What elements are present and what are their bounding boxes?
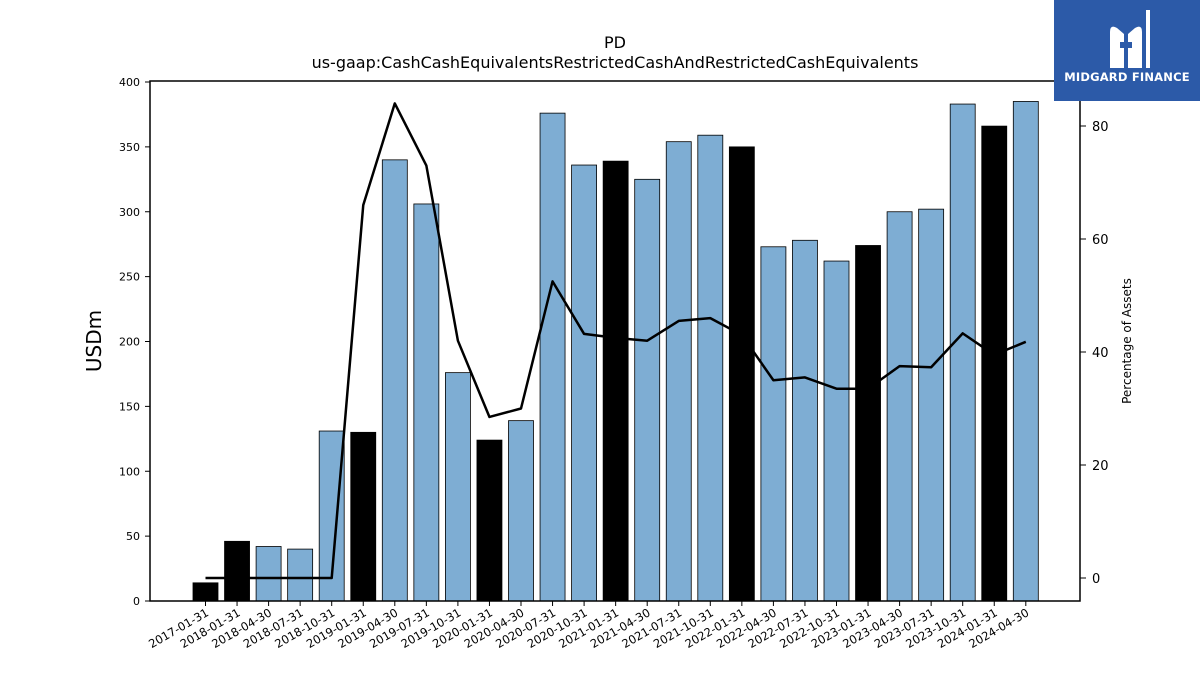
brand-name: MIDGARD FINANCE [1064, 70, 1190, 84]
bar [949, 103, 976, 602]
bar [602, 160, 629, 602]
bar [760, 246, 787, 602]
bar [192, 582, 219, 602]
bar [728, 146, 755, 602]
y-tick-label: 150 [119, 400, 140, 413]
bar [918, 208, 945, 602]
bar [539, 112, 566, 602]
bar [381, 159, 408, 602]
y-tick-label: 50 [126, 530, 140, 543]
y-tick-label: 100 [119, 465, 140, 478]
bar [981, 125, 1008, 602]
bar [855, 245, 881, 602]
bar [823, 260, 850, 602]
chart-subtitle: us-gaap:CashCashEquivalentsRestrictedCas… [311, 53, 919, 72]
bar [350, 431, 377, 602]
y-tick-label: 300 [119, 206, 140, 219]
percentage-of-assets-line [205, 102, 1027, 580]
bar [665, 141, 692, 602]
y2-tick-label: 20 [1092, 459, 1109, 474]
y2-tick-label: 0 [1092, 572, 1100, 587]
bar [413, 203, 440, 602]
bar [287, 548, 314, 602]
y-tick-label: 350 [119, 141, 140, 154]
brand-logo: MIDGARD FINANCE [1054, 0, 1200, 101]
y2-axis-label: Percentage of Assets [1120, 278, 1134, 404]
y2-tick-label: 60 [1092, 233, 1109, 248]
y-tick-label: 200 [119, 336, 140, 349]
y-tick-label: 400 [119, 76, 140, 89]
y-tick-label: 250 [119, 271, 140, 284]
bar [886, 211, 913, 602]
bar [224, 540, 250, 602]
chart-title: PD [604, 33, 626, 52]
y2-tick-label: 80 [1092, 120, 1109, 135]
mh-monogram-icon [1110, 10, 1150, 68]
y-axis-label: USDm [82, 310, 106, 372]
bar [1012, 101, 1039, 602]
bar [697, 134, 724, 602]
y2-tick-label: 40 [1092, 346, 1109, 361]
bar [476, 439, 503, 602]
y-tick-label: 0 [133, 595, 140, 608]
bar [634, 178, 661, 602]
bar [571, 164, 597, 602]
bar [444, 372, 471, 602]
bar [255, 546, 282, 602]
bar [508, 420, 534, 602]
bar [792, 239, 818, 602]
